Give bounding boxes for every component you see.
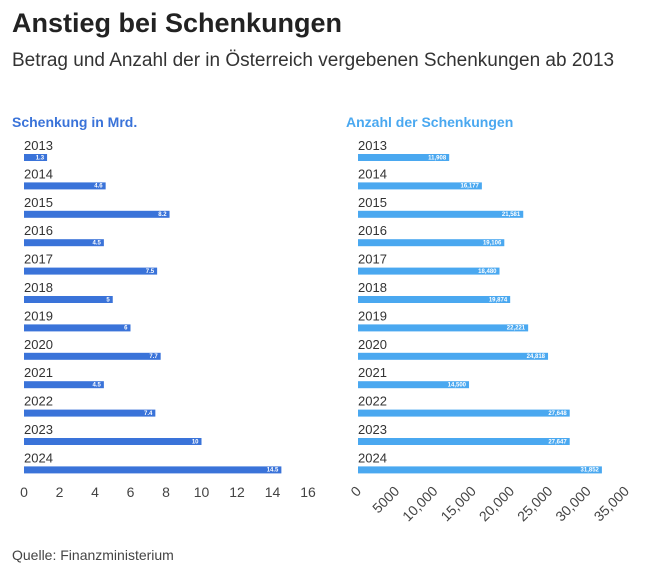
left-bar (24, 352, 161, 360)
right-bar (358, 267, 500, 275)
left-x-tick-label: 2 (56, 484, 64, 500)
chart-subtitle: Betrag und Anzahl der in Österreich verg… (12, 50, 615, 71)
right-category-label: 2019 (358, 308, 387, 323)
left-category-label: 2014 (24, 166, 53, 181)
left-data-label: 4.5 (93, 241, 102, 247)
right-category-label: 2015 (358, 195, 387, 210)
source-note: Quelle: Finanzministerium (12, 547, 174, 563)
left-bar (24, 296, 113, 303)
right-bar (358, 381, 470, 389)
right-bar (358, 239, 505, 247)
right-x-tick-label: 25,000 (514, 483, 556, 525)
right-data-label: 19,106 (483, 241, 502, 247)
left-category-label: 2024 (24, 450, 53, 465)
right-bar (358, 466, 602, 474)
left-data-label: 10 (192, 439, 199, 445)
left-data-label: 7.7 (149, 354, 158, 360)
chart-title: Anstieg bei Schenkungen (12, 8, 343, 38)
right-category-label: 2017 (358, 252, 387, 267)
right-bar (358, 324, 529, 332)
right-category-label: 2018 (358, 280, 387, 295)
left-category-label: 2016 (24, 223, 53, 238)
left-data-label: 4.6 (94, 184, 103, 190)
left-bar (24, 182, 106, 190)
right-bar (358, 409, 570, 417)
left-x-tick-label: 6 (127, 484, 135, 500)
right-bar (358, 438, 570, 445)
left-bar (24, 466, 282, 474)
right-data-label: 21,581 (502, 212, 521, 218)
left-data-label: 4.5 (93, 383, 102, 389)
right-category-label: 2023 (358, 422, 387, 437)
right-category-label: 2024 (358, 450, 387, 465)
right-data-label: 27,647 (548, 439, 567, 445)
left-bar (24, 409, 156, 417)
right-data-label: 11,908 (428, 155, 447, 161)
right-data-label: 24,818 (527, 354, 546, 360)
right-data-label: 22,221 (507, 326, 526, 332)
left-x-tick-label: 8 (162, 484, 170, 500)
left-bar (24, 381, 104, 389)
left-data-label: 8.2 (158, 212, 167, 218)
left-bar (24, 267, 158, 275)
right-data-label: 16,177 (461, 184, 480, 190)
right-x-tick-label: 30,000 (552, 483, 594, 525)
right-data-label: 14,500 (448, 383, 467, 389)
right-x-tick-label: 10,000 (399, 483, 441, 525)
left-x-tick-label: 12 (229, 484, 245, 500)
left-panel-title: Schenkung in Mrd. (12, 114, 138, 130)
left-x-tick-label: 16 (300, 484, 316, 500)
right-data-label: 18,480 (478, 269, 497, 275)
left-category-label: 2013 (24, 138, 53, 153)
left-category-label: 2023 (24, 422, 53, 437)
left-data-label: 7.4 (144, 411, 153, 417)
left-category-label: 2015 (24, 195, 53, 210)
right-category-label: 2021 (358, 365, 387, 380)
right-category-label: 2013 (358, 138, 387, 153)
right-bar (358, 296, 511, 303)
right-data-label: 31,852 (581, 468, 600, 474)
left-data-label: 7.5 (146, 269, 155, 275)
right-bar (358, 352, 549, 360)
left-bar (24, 324, 131, 332)
right-category-label: 2014 (358, 166, 387, 181)
left-bar (24, 438, 202, 445)
left-x-tick-label: 10 (194, 484, 210, 500)
left-category-label: 2019 (24, 308, 53, 323)
right-bar (358, 182, 482, 190)
left-category-label: 2017 (24, 252, 53, 267)
right-panel-title: Anzahl der Schenkungen (346, 114, 514, 130)
right-bar (358, 210, 524, 218)
right-x-tick-label: 20,000 (476, 483, 518, 525)
right-bar (358, 154, 450, 161)
left-bar (24, 154, 48, 161)
left-category-label: 2021 (24, 365, 53, 380)
right-category-label: 2016 (358, 223, 387, 238)
right-x-tick-label: 0 (347, 483, 364, 500)
left-data-label: 1.3 (36, 155, 45, 161)
right-x-tick-label: 5000 (369, 483, 402, 516)
left-x-tick-label: 4 (91, 484, 99, 500)
right-data-label: 27,648 (548, 411, 567, 417)
left-x-tick-label: 0 (20, 484, 28, 500)
left-data-label: 14.5 (267, 468, 279, 474)
left-category-label: 2020 (24, 337, 53, 352)
right-x-tick-label: 15,000 (437, 483, 479, 525)
left-category-label: 2022 (24, 394, 53, 409)
left-x-tick-label: 14 (265, 484, 281, 500)
left-category-label: 2018 (24, 280, 53, 295)
right-x-tick-label: 35,000 (591, 483, 633, 525)
right-data-label: 19,874 (489, 297, 508, 303)
left-data-label: 6 (124, 326, 128, 332)
right-category-label: 2022 (358, 394, 387, 409)
left-data-label: 5 (106, 297, 110, 303)
right-category-label: 2020 (358, 337, 387, 352)
left-bar (24, 239, 104, 247)
left-bar (24, 210, 170, 218)
